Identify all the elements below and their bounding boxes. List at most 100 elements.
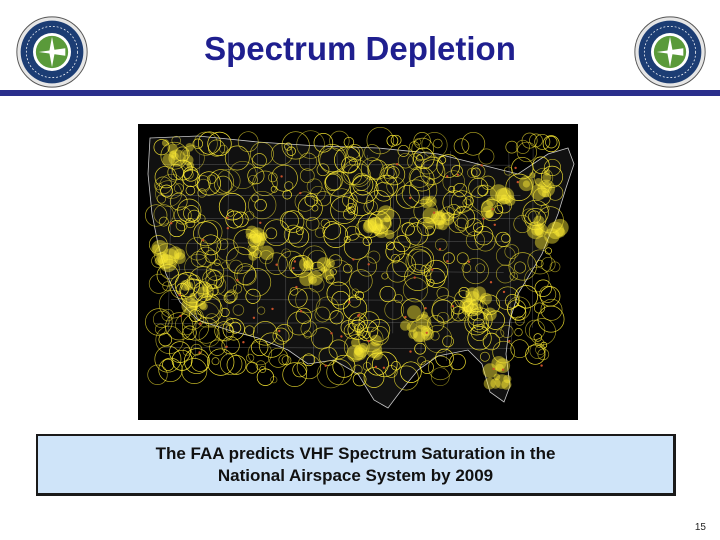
coverage-circle bbox=[524, 208, 547, 231]
coverage-circle bbox=[451, 165, 463, 177]
station-dot bbox=[482, 217, 485, 220]
coverage-hotspot bbox=[531, 224, 543, 236]
coverage-circle bbox=[184, 253, 212, 282]
coverage-hotspot bbox=[495, 188, 512, 205]
coverage-circle bbox=[245, 353, 255, 363]
coverage-circle bbox=[247, 244, 257, 254]
coverage-circle bbox=[547, 184, 564, 201]
station-dot bbox=[493, 223, 496, 226]
coverage-circle bbox=[393, 365, 419, 391]
coverage-circle bbox=[401, 179, 431, 208]
coverage-circle bbox=[153, 139, 170, 156]
coverage-hotspot bbox=[533, 215, 545, 227]
coverage-circle bbox=[365, 190, 392, 216]
coverage-circle bbox=[344, 225, 360, 241]
coverage-circle bbox=[255, 360, 266, 371]
coverage-hotspot bbox=[415, 314, 432, 330]
coverage-circle bbox=[247, 167, 265, 185]
coverage-hotspot bbox=[480, 292, 492, 305]
coverage-hotspot bbox=[380, 217, 393, 230]
coverage-circle bbox=[226, 317, 234, 325]
coverage-circle bbox=[365, 352, 389, 376]
coverage-circle bbox=[350, 175, 379, 204]
coverage-circle bbox=[438, 156, 447, 164]
station-dot bbox=[242, 341, 245, 344]
coverage-circle bbox=[232, 211, 249, 228]
coverage-circle bbox=[310, 261, 325, 277]
coverage-circle bbox=[174, 146, 190, 162]
coverage-hotspot bbox=[422, 217, 435, 230]
coverage-circle bbox=[214, 321, 234, 341]
coverage-hotspot bbox=[540, 181, 552, 193]
coverage-hotspot bbox=[156, 251, 169, 264]
coverage-circle bbox=[390, 134, 402, 146]
coverage-hotspot bbox=[302, 260, 311, 269]
coverage-circle bbox=[152, 310, 171, 329]
coverage-circle bbox=[223, 291, 236, 304]
coverage-circle bbox=[494, 204, 504, 215]
coverage-hotspot bbox=[372, 223, 385, 236]
coverage-hotspot bbox=[555, 227, 566, 238]
coverage-hotspot bbox=[362, 219, 377, 234]
coverage-hotspot bbox=[422, 207, 440, 224]
coverage-circle bbox=[153, 204, 174, 225]
coverage-circle bbox=[303, 330, 312, 339]
coverage-circle bbox=[251, 194, 260, 203]
coverage-circle bbox=[529, 133, 543, 148]
boundary-line bbox=[446, 150, 452, 362]
coverage-circle bbox=[213, 279, 223, 289]
coverage-circle bbox=[299, 152, 318, 171]
coverage-hotspot bbox=[299, 257, 314, 272]
coverage-circle bbox=[442, 335, 454, 348]
coverage-circle bbox=[216, 238, 229, 251]
coverage-circle bbox=[367, 250, 381, 264]
coverage-circle bbox=[282, 362, 308, 387]
coverage-circle bbox=[514, 315, 525, 326]
coverage-hotspot bbox=[198, 301, 207, 310]
coverage-circle bbox=[413, 147, 435, 170]
coverage-circle bbox=[348, 269, 373, 293]
coverage-hotspot bbox=[161, 139, 170, 147]
coverage-circle bbox=[442, 170, 465, 193]
coverage-hotspot bbox=[374, 224, 389, 238]
coverage-hotspot bbox=[248, 251, 258, 261]
coverage-circle bbox=[195, 175, 211, 191]
coverage-circle bbox=[400, 361, 422, 383]
coverage-hotspot bbox=[248, 229, 263, 244]
coverage-circle bbox=[198, 219, 223, 245]
station-dot bbox=[357, 314, 360, 317]
page-number: 15 bbox=[694, 522, 706, 533]
coverage-hotspot bbox=[407, 305, 421, 320]
coverage-hotspot bbox=[369, 217, 383, 231]
coverage-circle bbox=[185, 237, 209, 261]
station-dot bbox=[456, 173, 460, 176]
coverage-circle bbox=[424, 259, 448, 284]
coverage-hotspot bbox=[483, 377, 496, 390]
coverage-circle bbox=[532, 156, 550, 174]
coverage-circle bbox=[200, 234, 222, 256]
coverage-circle bbox=[348, 312, 368, 332]
coverage-circle bbox=[214, 175, 233, 194]
coverage-circle bbox=[179, 145, 205, 171]
coverage-circle bbox=[345, 144, 364, 162]
coverage-hotspot bbox=[174, 252, 186, 264]
coverage-circle bbox=[236, 265, 257, 286]
coverage-circle bbox=[435, 348, 454, 368]
coverage-hotspot bbox=[252, 232, 266, 247]
station-dot bbox=[516, 180, 519, 184]
coverage-hotspot bbox=[420, 325, 432, 337]
coverage-circle bbox=[408, 216, 420, 228]
coverage-circle bbox=[168, 220, 186, 238]
coverage-circle bbox=[411, 250, 432, 271]
coverage-circle bbox=[471, 167, 481, 177]
coverage-hotspot bbox=[495, 363, 504, 372]
coverage-circle bbox=[209, 339, 226, 356]
coverage-circle bbox=[296, 227, 304, 236]
coverage-circle bbox=[181, 358, 208, 384]
coverage-circle bbox=[324, 173, 342, 191]
station-dot bbox=[299, 310, 303, 313]
coverage-circle bbox=[367, 319, 391, 342]
coverage-hotspot bbox=[162, 248, 179, 265]
coverage-circle bbox=[346, 202, 357, 213]
coverage-circle bbox=[452, 182, 468, 198]
